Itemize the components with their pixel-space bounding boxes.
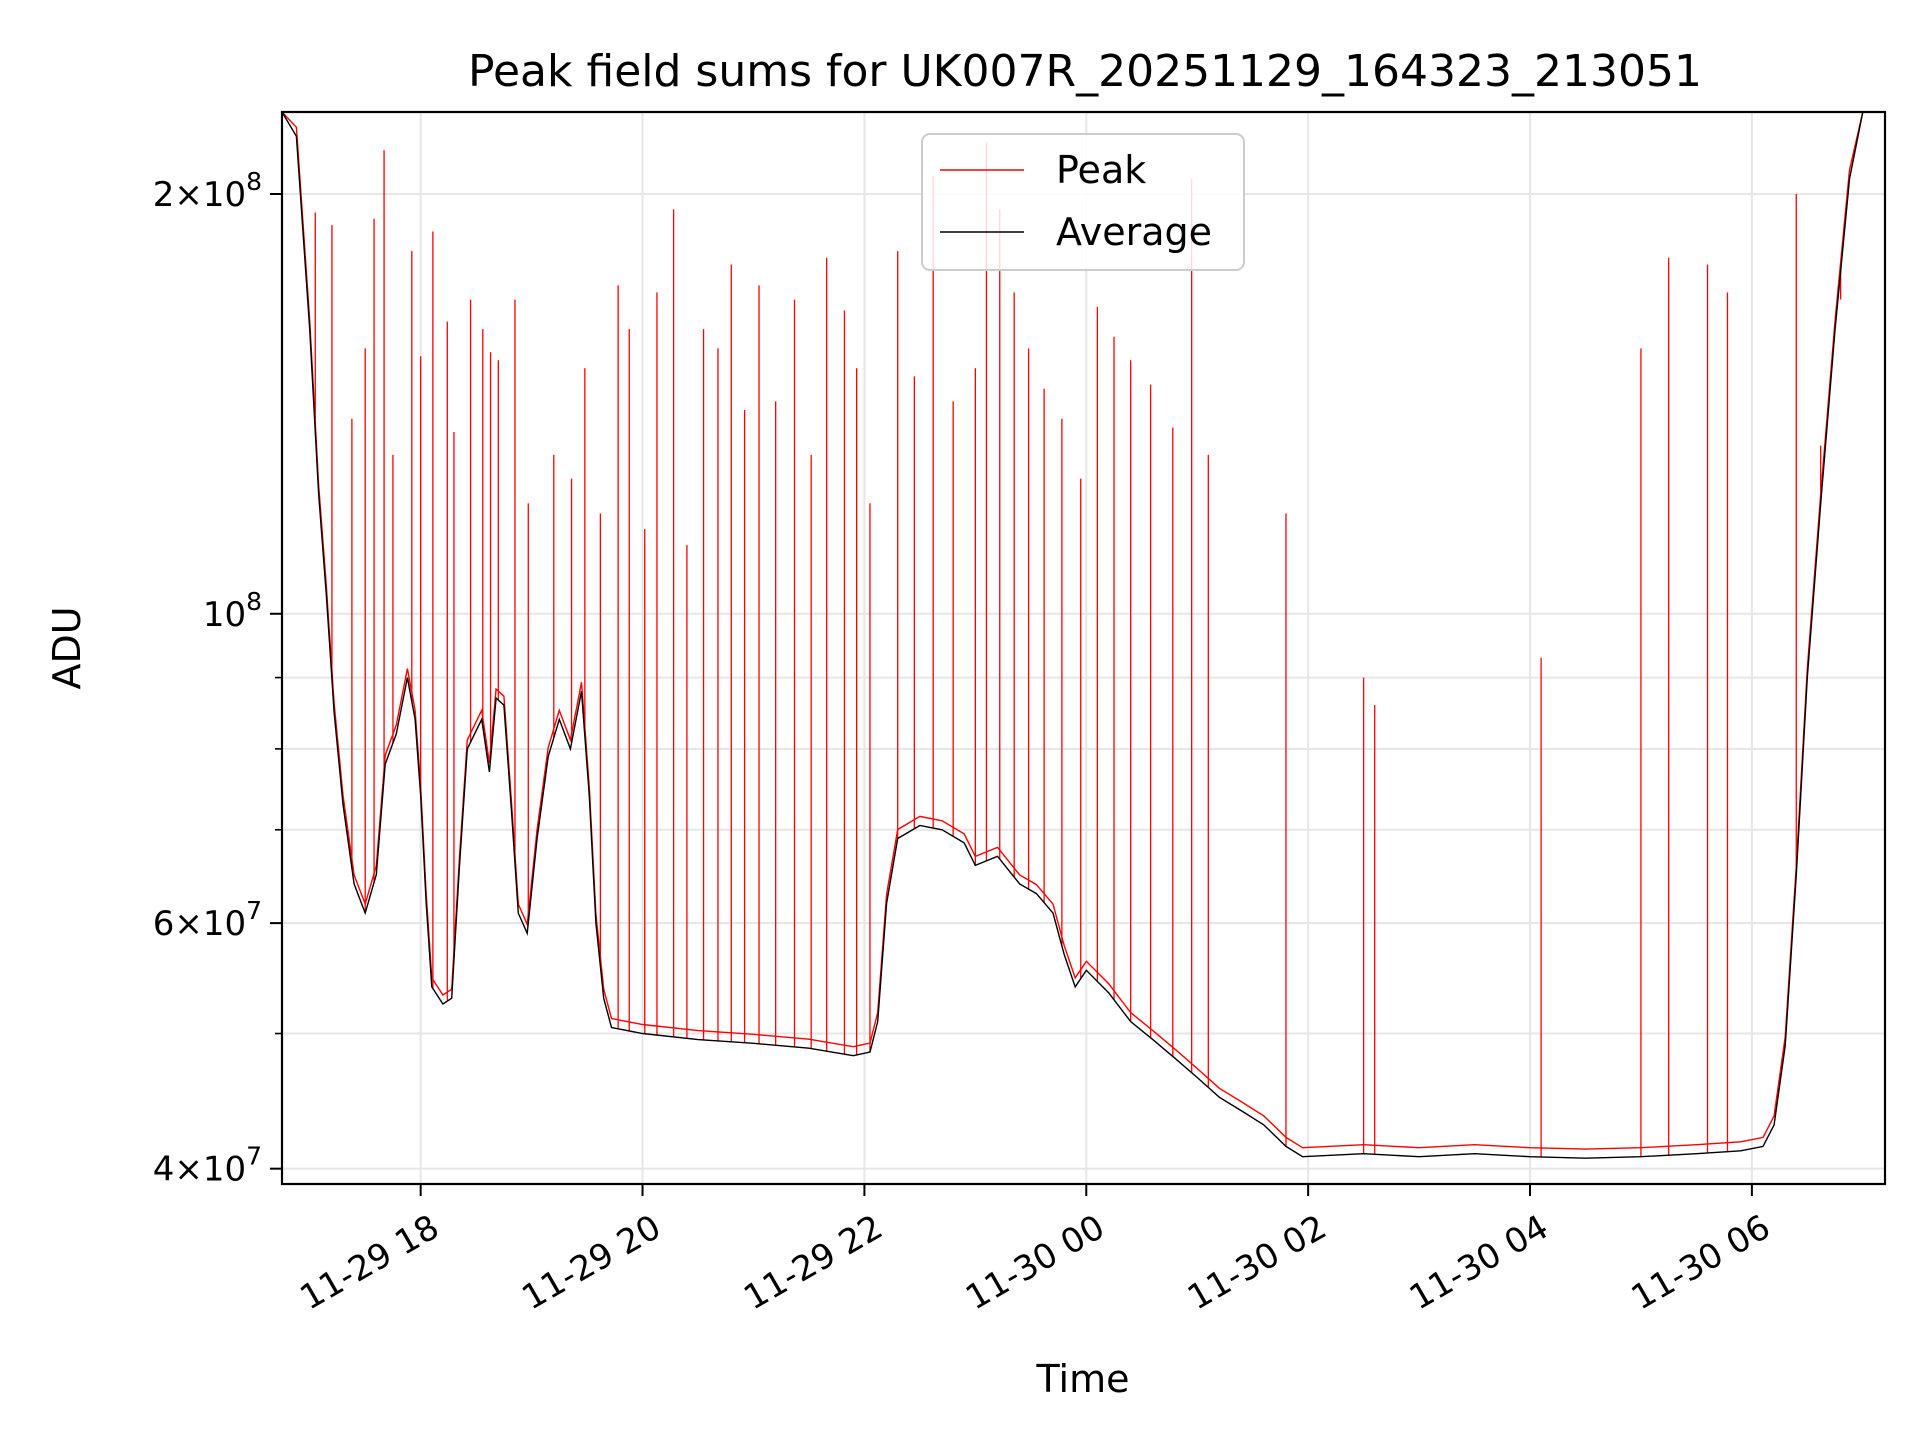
y-axis-label: ADU [45,606,89,689]
legend-label-peak: Peak [1056,148,1146,192]
axes-frame [280,110,1887,1186]
series-group [282,112,1885,1159]
chart-title: Peak field sums for UK007R_20251129_1643… [468,46,1702,97]
y-tick-label: 2×108 [153,167,262,215]
legend: Peak Average [921,133,1245,271]
plot-area [282,112,1885,1159]
x-axis-label: Time [1036,1357,1130,1401]
legend-label-average: Average [1056,210,1212,254]
legend-box [921,133,1245,271]
y-tick-label: 6×107 [153,896,262,944]
y-tick-label: 108 [203,587,262,635]
series-line-average [282,112,1885,1159]
y-tick-label: 4×107 [153,1142,262,1190]
